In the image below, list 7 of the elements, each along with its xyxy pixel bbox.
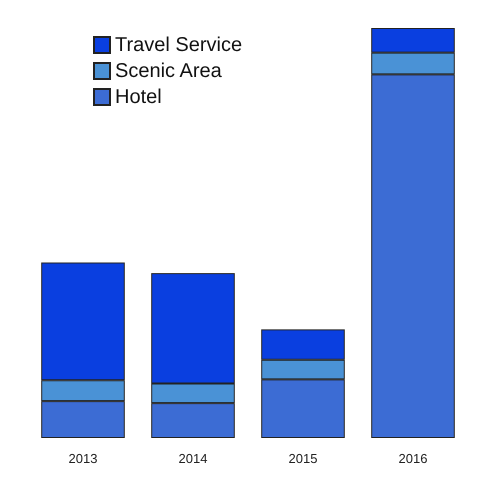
legend-label: Scenic Area bbox=[115, 60, 223, 82]
legend-label: Travel Service bbox=[115, 34, 242, 56]
x-tick-label: 2015 bbox=[288, 451, 318, 466]
legend-label: Hotel bbox=[115, 86, 162, 108]
x-tick-label: 2013 bbox=[68, 451, 98, 466]
x-tick-label: 2014 bbox=[178, 451, 208, 466]
x-tick-label: 2016 bbox=[398, 451, 428, 466]
